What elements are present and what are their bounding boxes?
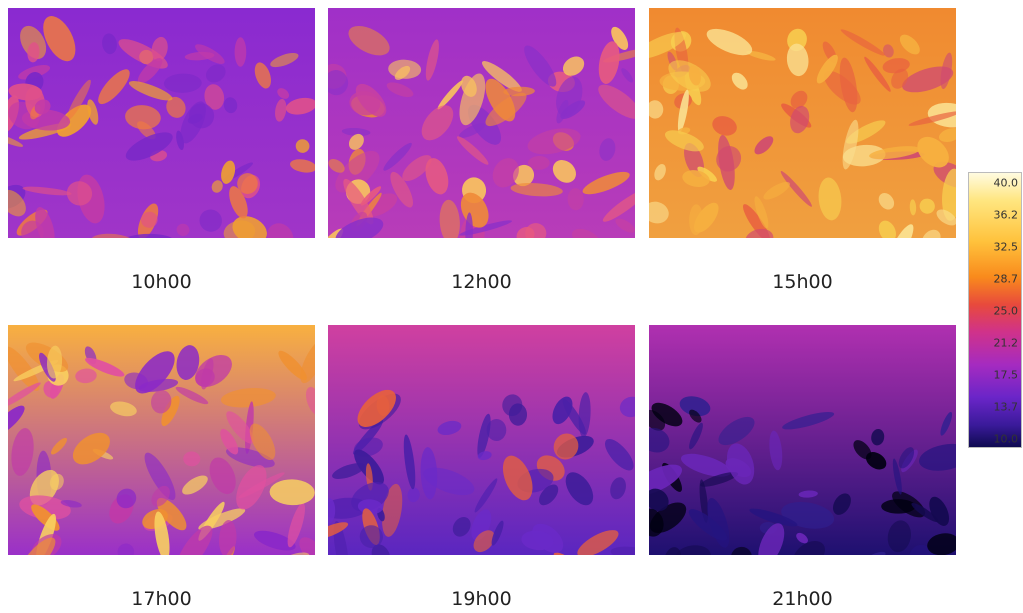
leaf [235,37,247,66]
leaf [509,403,527,425]
leaf [487,419,507,441]
leaf [881,499,915,513]
panel-label: 12h00 [328,271,635,293]
scale-label: 21.2 [994,337,1019,350]
thermal-image [8,8,315,238]
panel-label: 21h00 [649,588,956,610]
panel-label: 15h00 [649,271,956,293]
thermal-image [328,8,635,238]
panel-label: 17h00 [8,588,315,610]
thermal-image [328,325,635,555]
scale-label: 17.5 [994,369,1019,382]
scale-label: 13.7 [994,401,1019,414]
panel-label: 10h00 [8,271,315,293]
scale-label: 28.7 [994,273,1019,286]
scale-label: 25.0 [994,305,1019,318]
thermal-image [649,8,956,238]
panel-label: 19h00 [328,588,635,610]
figure: 40.0 36.2 32.5 28.7 25.0 21.2 17.5 13.7 10.0 10h… [0,0,1023,613]
scale-label: 10.0 [994,433,1019,446]
scale-label: 32.5 [994,241,1019,254]
scale-label: 36.2 [994,209,1019,222]
thermal-image [8,325,315,555]
scale-label: 40.0 [994,177,1019,190]
color-scale: 40.0 36.2 32.5 28.7 25.0 21.2 17.5 13.7 10.0 [968,172,1022,448]
thermal-image [649,325,956,555]
